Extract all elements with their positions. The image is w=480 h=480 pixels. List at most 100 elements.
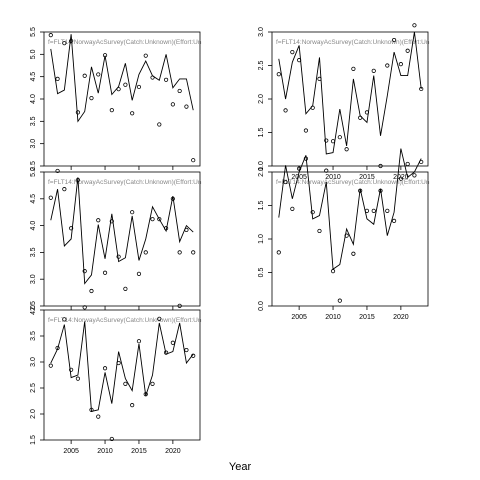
data-point [391,218,397,224]
x-tick-label: 2015 [359,174,375,181]
data-point [136,339,142,344]
data-point [303,128,309,133]
data-point [62,187,67,192]
data-point [398,62,403,67]
panel-title: f=FLT14:NorwayAcSurvey(Catch:Unknown)(Ef… [48,39,202,46]
data-point [283,179,288,185]
data-point [310,210,315,215]
x-tick-label: 2010 [325,314,341,321]
data-point [136,84,142,90]
data-point [55,345,60,351]
y-tick-label: 3.5 [30,247,37,257]
data-point [398,176,403,181]
data-point [109,219,114,224]
panel-1: f=FLT14:NorwayAcSurvey(Catch:Unknown)(Ef… [30,27,202,171]
data-point [358,188,363,193]
data-point [109,436,114,442]
y-tick-label: 2.5 [30,161,37,171]
data-point [324,138,329,143]
data-point [184,104,189,109]
data-point [170,340,175,345]
y-tick-label: 2.5 [30,301,37,311]
data-point [62,317,67,322]
data-point [116,360,121,366]
y-tick-label: 3.0 [30,139,37,149]
data-point [157,122,162,127]
x-tick-label: 2020 [393,174,409,181]
data-point [378,163,383,169]
panels: f=FLT14:NorwayAcSurvey(Catch:Unknown)(Ef… [30,23,430,455]
data-point [150,75,155,80]
data-point [123,286,128,291]
series-line [50,177,194,285]
y-tick-label: 2.0 [258,167,265,177]
data-point [184,227,189,232]
data-point [157,217,162,222]
data-point [385,63,390,68]
y-tick-label: 3.0 [30,274,37,284]
y-tick-label: 0.5 [258,268,265,278]
data-point [276,250,281,255]
data-point [405,48,410,53]
data-point [191,250,196,255]
data-point [150,217,155,222]
data-point [89,407,94,412]
data-point [143,53,148,58]
data-point [150,381,155,386]
x-tick-label: 2010 [325,174,341,181]
data-point [170,102,175,107]
data-point [143,392,148,397]
panel-4: f=FLT14:NorwayAcSurvey(Catch:Unknown)(Ef… [258,148,430,321]
data-point [170,196,175,201]
data-point [344,147,349,152]
x-tick-label: 2005 [63,448,79,455]
data-point [177,88,182,94]
x-tick-label: 2015 [131,448,147,455]
y-tick-label: 3.0 [258,27,265,37]
data-point [130,210,135,215]
y-tick-label: 1.5 [258,201,265,211]
data-point [163,77,169,82]
x-tick-label: 2020 [165,448,181,455]
data-point [317,228,322,234]
data-point [351,251,356,256]
x-tick-label: 2005 [291,314,307,321]
panel-title: f=FLT14:NorwayAcSurvey(Catch:Unknown)(Ef… [276,179,430,186]
data-point [48,33,53,38]
data-point [337,135,342,140]
data-point [283,108,288,113]
data-point [69,38,74,44]
y-tick-label: 2.0 [30,409,37,419]
data-point [82,73,87,78]
panel-title: f=FLT14:NorwayAcSurvey(Catch:Unknown)(Ef… [48,317,202,324]
data-point [130,111,135,116]
y-tick-label: 4.0 [30,305,37,315]
data-point [405,161,410,167]
data-point [364,208,370,213]
data-point [69,226,74,231]
data-point [297,166,302,171]
data-point [102,270,108,275]
data-point [96,72,101,77]
data-point [82,269,87,274]
x-tick-label: 2020 [393,314,409,321]
data-point [143,250,148,255]
data-point [102,53,108,58]
data-point [48,195,53,200]
data-point [123,82,128,87]
data-point [163,226,169,231]
y-tick-label: 3.5 [30,331,37,341]
data-point [177,303,182,308]
data-point [75,110,81,115]
data-point [89,288,94,294]
y-tick-label: 3.5 [30,116,37,126]
y-tick-label: 2.5 [258,61,265,71]
panel-frame [43,309,201,441]
data-point [136,271,142,276]
data-point [177,250,182,255]
data-point [330,139,336,144]
data-point [412,23,417,28]
data-point [130,403,135,408]
data-point [75,177,81,183]
